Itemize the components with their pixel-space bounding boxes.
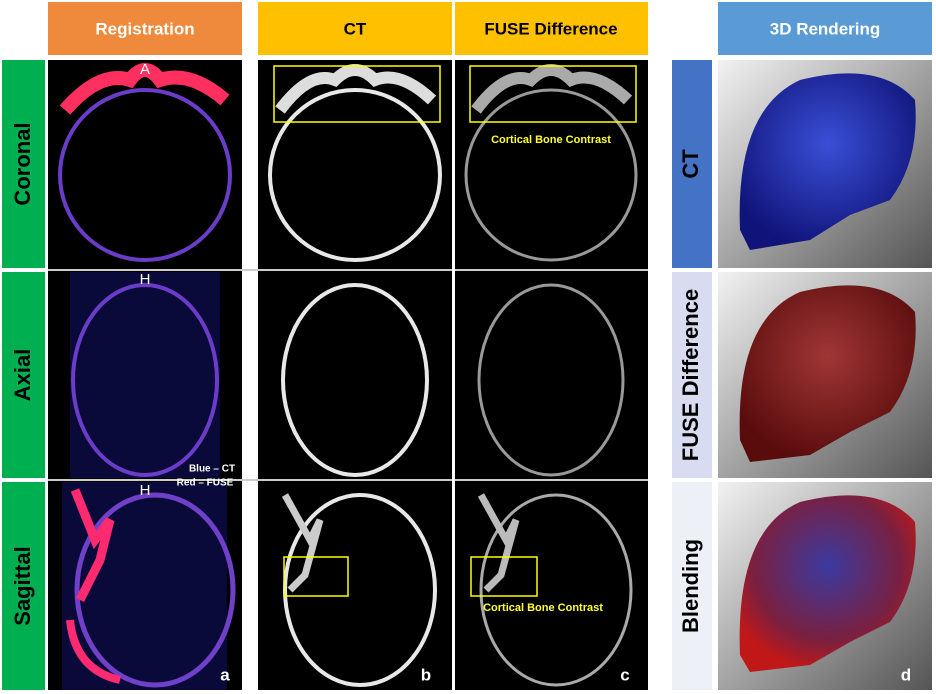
panel-letter: c	[620, 665, 629, 684]
panel-letter: b	[421, 665, 431, 684]
header-box	[48, 2, 242, 55]
panel-letter: a	[220, 665, 230, 684]
row-label: FUSE Difference	[678, 289, 703, 461]
header-box	[455, 2, 648, 55]
row-label: Coronal	[10, 122, 35, 205]
row-label-box	[2, 60, 45, 268]
annotation: Cortical Bone Contrast	[491, 134, 611, 146]
column-header: FUSE Difference	[484, 19, 617, 38]
legend-text: Red – FUSE	[177, 478, 234, 489]
row-label-box	[2, 482, 45, 690]
annotation: Cortical Bone Contrast	[483, 602, 603, 614]
renderings	[718, 60, 932, 690]
column-header: CT	[344, 19, 367, 38]
row-label: CT	[678, 149, 703, 179]
orientation-label: H	[140, 271, 151, 288]
column-header: Registration	[95, 19, 194, 38]
row-label: Blending	[678, 539, 703, 633]
row-label-box	[672, 272, 712, 478]
row-label-box	[672, 482, 712, 690]
legend-text: Blue – CT	[189, 464, 235, 475]
image-grid	[48, 0, 648, 690]
row-label-box	[2, 272, 45, 478]
header-box	[258, 2, 452, 55]
column-header: 3D Rendering	[770, 19, 881, 38]
orientation-label: A	[140, 61, 150, 78]
row-label: Sagittal	[10, 546, 35, 625]
orientation-label: H	[140, 482, 151, 499]
header-box	[718, 2, 932, 55]
row-label-box	[672, 60, 712, 268]
panel-letter: d	[901, 665, 911, 684]
row-label: Axial	[10, 349, 35, 402]
